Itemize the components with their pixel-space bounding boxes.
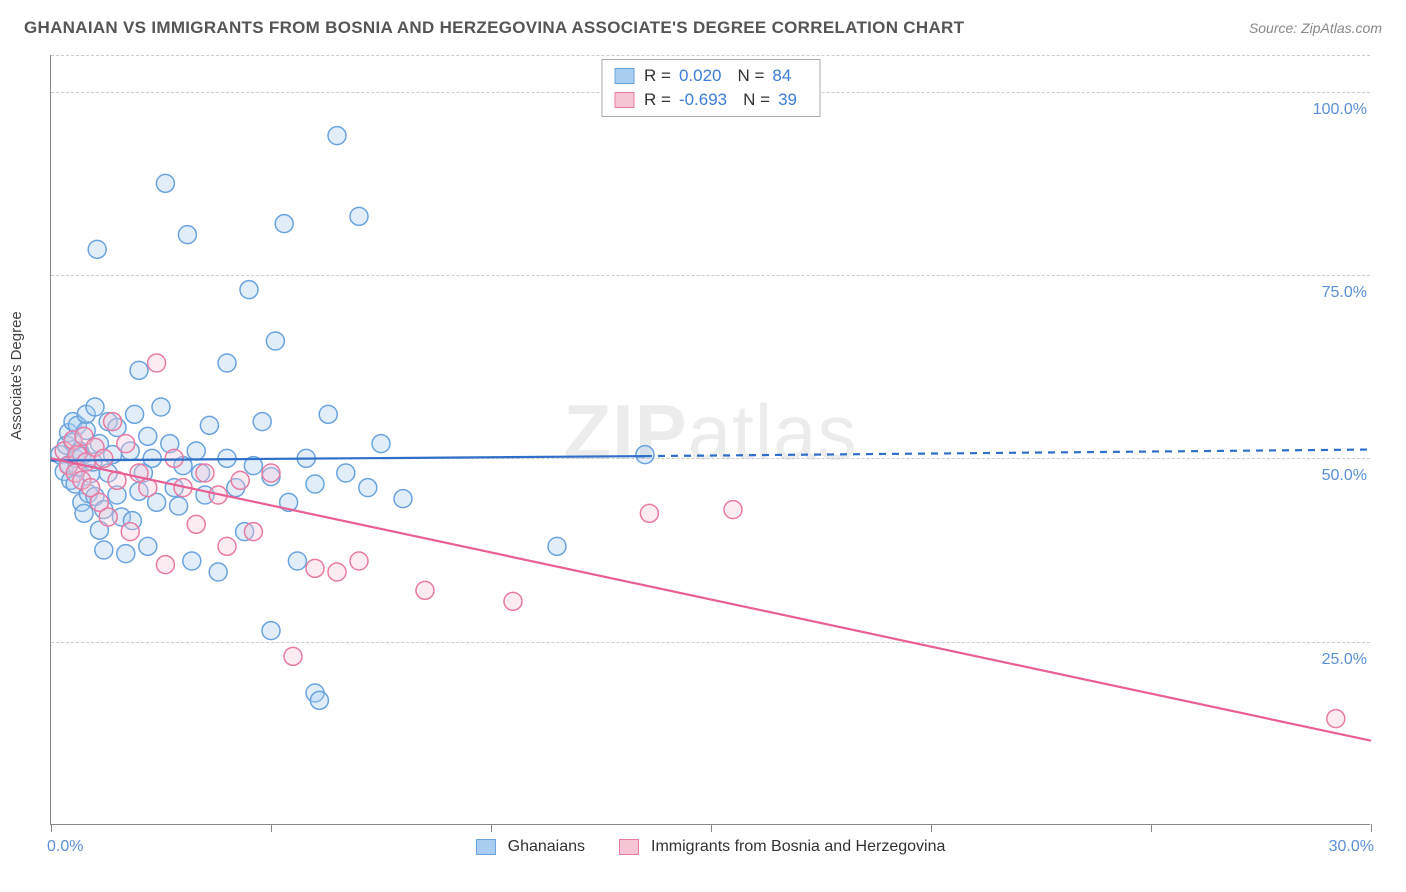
scatter-svg <box>51 55 1370 824</box>
stats-row-2: R = -0.693 N = 39 <box>614 88 807 112</box>
chart-title: GHANAIAN VS IMMIGRANTS FROM BOSNIA AND H… <box>24 18 964 38</box>
r-label-2: R = <box>644 88 671 112</box>
source-label: Source: ZipAtlas.com <box>1249 20 1382 36</box>
y-axis-title: Associate's Degree <box>8 311 25 440</box>
n-label-2: N = <box>743 88 770 112</box>
legend-swatch-2 <box>614 92 634 108</box>
stats-row-1: R = 0.020 N = 84 <box>614 64 807 88</box>
legend-swatch-bottom-1 <box>476 839 496 855</box>
n-label: N = <box>737 64 764 88</box>
plot-area: ZIPatlas 25.0%50.0%75.0%100.0% R = 0.020… <box>50 55 1370 825</box>
legend-label-2: Immigrants from Bosnia and Herzegovina <box>651 838 945 856</box>
n-value-1: 84 <box>772 64 791 88</box>
r-value-1: 0.020 <box>679 64 722 88</box>
title-bar: GHANAIAN VS IMMIGRANTS FROM BOSNIA AND H… <box>24 18 1382 38</box>
r-label: R = <box>644 64 671 88</box>
stats-box: R = 0.020 N = 84 R = -0.693 N = 39 <box>601 59 820 117</box>
r-value-2: -0.693 <box>679 88 727 112</box>
n-value-2: 39 <box>778 88 797 112</box>
legend-swatch-bottom-2 <box>619 839 639 855</box>
legend-label-1: Ghanaians <box>508 838 585 856</box>
legend-swatch-1 <box>614 68 634 84</box>
legend-item-1: Ghanaians <box>476 838 585 856</box>
legend-bottom: Ghanaians Immigrants from Bosnia and Her… <box>51 838 1370 856</box>
legend-item-2: Immigrants from Bosnia and Herzegovina <box>619 838 945 856</box>
